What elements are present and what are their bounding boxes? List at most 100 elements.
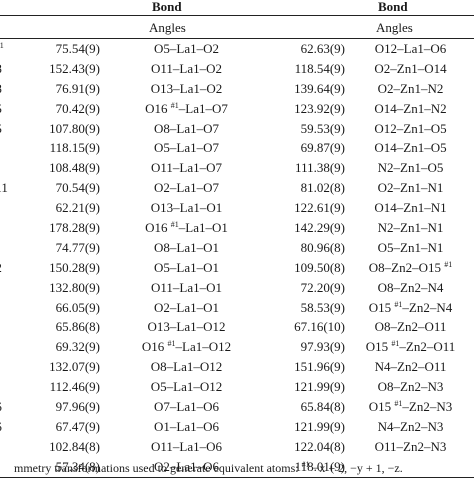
angle-value: 67.16(10) — [294, 319, 345, 335]
row-label: O6 — [0, 417, 34, 437]
angle-value: 69.32(9) — [55, 339, 100, 355]
angle-value: 112.46(9) — [49, 379, 100, 395]
row-label: O8 — [0, 79, 34, 99]
angle-value: 67.47(9) — [55, 418, 100, 434]
table-row: 12 65.86(8) O13–La1–O12 67.16(10) O8–Zn2–O11 — [0, 317, 474, 337]
angle-value: 121.99(9) — [294, 379, 345, 395]
angle-label: O8–Zn2–N4 — [377, 279, 444, 295]
angle-value: 81.02(8) — [300, 180, 345, 196]
row-label: 5 #1 — [0, 40, 4, 50]
angle-label: O14–Zn1–N2 — [374, 100, 447, 116]
row-label: O6 — [0, 397, 34, 417]
table-row: 11 118.15(9) O5–La1–O7 69.87(9) O14–Zn1–O5 — [0, 138, 474, 158]
table-row: 1 62.21(9) O13–La1–O1 122.61(9) O14–Zn1–N1 — [0, 198, 474, 218]
angles-header-2: Angles — [376, 20, 413, 35]
footnote-text: mmetry transformations used to generate … — [14, 460, 403, 475]
table-row: 11 108.48(9) O11–La1–O7 111.38(9) N2–Zn1–O5 — [0, 158, 474, 178]
angle-label: O5–La1–O12 — [150, 379, 223, 395]
table-row: O6 97.96(9) O7–La1–O6 65.84(8) O15 #1–Zn2–N3 — [0, 397, 474, 417]
angle-value: 118.54(9) — [294, 60, 345, 76]
angle-value: 80.96(8) — [300, 239, 345, 255]
angle-value: 132.80(9) — [49, 279, 100, 295]
angle-label: O8–Zn2–N3 — [377, 379, 444, 395]
bond-header-1: Bond — [152, 0, 182, 14]
table-row: O8 152.43(9) O11–La1–O2 118.54(9) O2–Zn1–O14 — [0, 59, 474, 79]
angle-label: O2–La1–O7 — [154, 180, 219, 196]
angle-label: O15 #1–Zn2–O11 — [365, 339, 456, 355]
angle-label: N4–Zn2–O11 — [374, 359, 447, 375]
angle-label: O2–Zn1–N2 — [377, 80, 444, 96]
bond-angle-table: 5 #1 75.54(9) O5–La1–O2 62.63(9) O12–La1–O6 O… — [0, 39, 474, 477]
angle-value: 107.80(9) — [49, 120, 100, 136]
angle-label: O2–La1–O6 — [154, 458, 219, 474]
row-label: 1 — [0, 198, 34, 218]
table-body: 5 #1 75.54(9) O5–La1–O2 62.63(9) O12–La1–O6 O… — [0, 39, 474, 477]
table-row: 66.05(9) O2–La1–O1 58.53(9) O15 #1–Zn2–N4 — [0, 298, 474, 318]
row-label: 2 — [0, 377, 34, 397]
angle-value: 70.54(9) — [55, 180, 100, 196]
table-row: 5 #1 75.54(9) O5–La1–O2 62.63(9) O12–La1–O6 — [0, 39, 474, 59]
angle-label: O8–Zn2–O15 #1 — [368, 259, 453, 275]
angle-label: O13–La1–O12 — [147, 319, 226, 335]
angle-value: 66.05(9) — [55, 299, 100, 315]
row-label: 2 — [0, 278, 34, 298]
angle-label: O5–Zn1–N1 — [377, 239, 444, 255]
header-rule — [0, 15, 474, 16]
angles-header-1: Angles — [149, 20, 186, 35]
angle-value: 65.86(8) — [55, 319, 100, 335]
angle-label: O5–La1–O2 — [154, 40, 219, 56]
angle-value: 59.53(9) — [300, 120, 345, 136]
table-row: 5 102.84(8) O11–La1–O6 122.04(8) O11–Zn2–N3 — [0, 437, 474, 457]
angle-label: O7–La1–O6 — [154, 398, 219, 414]
angle-label: O14–Zn1–N1 — [374, 200, 447, 216]
angle-label: O2–La1–O1 — [154, 299, 219, 315]
angle-label: O16 #1–La1–O7 — [145, 100, 228, 116]
angle-label: O1–La1–O6 — [154, 418, 219, 434]
angle-label: O12–Zn1–O5 — [374, 120, 447, 136]
angle-label: O11–La1–O2 — [150, 60, 222, 76]
angle-label: O14–Zn1–O5 — [374, 140, 447, 156]
angle-value: 122.04(8) — [294, 438, 345, 454]
angle-value: 62.21(9) — [55, 200, 100, 216]
subheader-rule — [0, 38, 474, 39]
angle-label: O2–Zn1–N1 — [377, 180, 444, 196]
angle-label: O8–La1–O1 — [154, 239, 219, 255]
table-row: O5 107.80(9) O8–La1–O7 59.53(9) O12–Zn1–O5 — [0, 119, 474, 139]
table-row: O8 76.91(9) O13–La1–O2 139.64(9) O2–Zn1–N2 — [0, 79, 474, 99]
table-row: O2 150.28(9) O5–La1–O1 109.50(8) O8–Zn2–O15 … — [0, 258, 474, 278]
angle-label: O11–La1–O7 — [150, 160, 222, 176]
angle-value: 150.28(9) — [49, 259, 100, 275]
table-row: 2 69.32(9) O16 #1–La1–O12 97.93(9) O15 #1–Zn… — [0, 337, 474, 357]
angle-label: O16 #1–La1–O12 — [141, 339, 232, 355]
angle-value: 151.96(9) — [294, 359, 345, 375]
bottom-rule — [0, 477, 474, 478]
row-label: O2 — [0, 258, 34, 278]
table-row: 2 132.07(9) O8–La1–O12 151.96(9) N4–Zn2–O11 — [0, 357, 474, 377]
angle-label: O8–La1–O12 — [150, 359, 223, 375]
angle-value: 152.43(9) — [49, 60, 100, 76]
row-label: 11 — [0, 158, 34, 178]
row-label: 11 — [0, 138, 34, 158]
angle-value: 97.93(9) — [300, 339, 345, 355]
angle-label: O5–La1–O1 — [154, 259, 219, 275]
angle-value: 69.87(9) — [300, 140, 345, 156]
angle-value: 178.28(9) — [49, 219, 100, 235]
angle-value: 139.64(9) — [294, 80, 345, 96]
row-label: O5 — [0, 119, 34, 139]
angle-value: 123.92(9) — [294, 100, 345, 116]
angle-label: N2–Zn1–O5 — [377, 160, 444, 176]
angle-label: N4–Zn2–N3 — [377, 418, 444, 434]
table-row: O5 70.42(9) O16 #1–La1–O7 123.92(9) O14–Zn1–… — [0, 99, 474, 119]
angle-value: 132.07(9) — [49, 359, 100, 375]
bond-header-2: Bond — [378, 0, 408, 14]
angle-value: 118.01(9) — [294, 458, 345, 474]
angle-label: N2–Zn1–N1 — [377, 219, 444, 235]
row-label: 2 — [0, 357, 34, 377]
row-label: 2 — [0, 337, 34, 357]
angle-label: O11–La1–O6 — [150, 438, 222, 454]
angle-value: 58.53(9) — [300, 299, 345, 315]
footnote: mmetry transformations used to generate … — [14, 460, 403, 475]
angle-value: 74.77(9) — [55, 239, 100, 255]
angle-label: O8–La1–O7 — [154, 120, 219, 136]
